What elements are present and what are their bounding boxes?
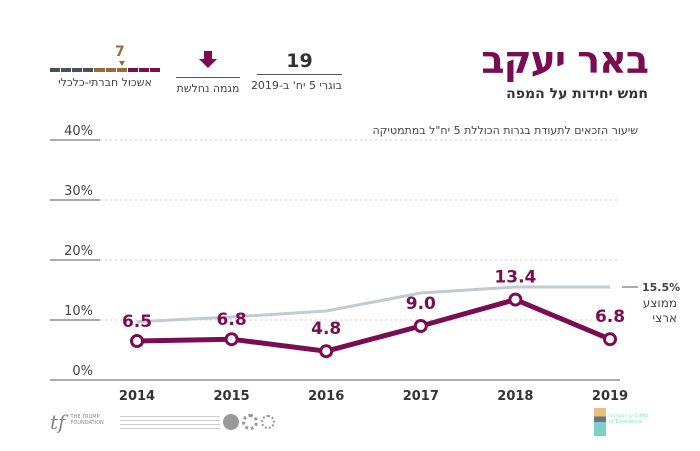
y-tick-label: 30%	[64, 184, 93, 199]
x-tick-label: 2015	[214, 389, 250, 404]
city-series-line	[136, 296, 611, 354]
data-label: 13.4	[494, 268, 536, 288]
data-label: 6.8	[217, 310, 247, 330]
y-tick-label: 10%	[64, 304, 93, 319]
cluster-segment	[50, 68, 61, 72]
arrow-down-icon	[199, 51, 217, 68]
data-point	[224, 332, 239, 347]
page-title: באר יעקב	[481, 38, 649, 82]
national-average-line	[136, 285, 610, 324]
trend-label: מגמה נחלשת	[176, 82, 240, 95]
y-tick-label: 0%	[72, 364, 93, 379]
cluster-stat: 7 אשכול חברתי-כלכלי	[50, 44, 160, 89]
data-point	[603, 332, 617, 347]
cluster-segment	[61, 68, 72, 72]
data-label: 6.8	[595, 307, 625, 327]
trump-foundation-logo: tf THE TRUMP FOUNDATION	[50, 410, 104, 434]
y-tick-label: 40%	[64, 124, 93, 139]
x-tick-label: 2018	[497, 389, 533, 404]
partner-logos	[120, 413, 275, 431]
x-tick-label: 2019	[592, 389, 628, 404]
cities-of-excellence-logo: ערי מצוינות Cities of Excellence	[594, 408, 649, 436]
cluster-segment	[94, 68, 105, 72]
data-label: 9.0	[406, 294, 436, 314]
trend-stat: מגמה נחלשת	[176, 50, 240, 95]
cluster-label: אשכול חברתי-כלכלי	[58, 76, 152, 89]
x-tick-label: 2017	[403, 389, 439, 404]
y-tick-label: 20%	[64, 244, 93, 259]
cluster-segment	[138, 68, 149, 72]
cluster-scale	[50, 68, 160, 72]
data-point	[508, 292, 523, 307]
cluster-segment	[116, 68, 127, 72]
data-label: 6.5	[122, 312, 152, 332]
cluster-segment	[105, 68, 116, 72]
cluster-segment	[83, 68, 94, 72]
national-legend-label: ממוצע	[643, 296, 677, 310]
graduates-stat: 19 בוגרי 5 יח' ב-2019	[250, 50, 342, 92]
cluster-value: 7	[115, 44, 125, 60]
cluster-segment	[127, 68, 138, 72]
national-legend-label: ארצי	[652, 311, 677, 325]
data-point	[130, 334, 144, 348]
graduates-label: בוגרי 5 יח' ב-2019	[250, 79, 342, 92]
data-label: 4.8	[311, 319, 341, 339]
data-point	[413, 319, 428, 333]
cluster-segment	[149, 68, 160, 72]
data-point	[319, 344, 334, 359]
x-tick-label: 2014	[119, 389, 155, 404]
chart-subtitle: שיעור הזכאים לתעודת בגרות הכוללת 5 יח"ל …	[372, 124, 639, 137]
cluster-marker-icon	[119, 61, 125, 66]
national-end-label: 15.5%	[642, 281, 680, 294]
page-subtitle: חמש יחידות על המפה	[506, 86, 648, 102]
x-tick-label: 2016	[308, 389, 344, 404]
graduates-value: 19	[286, 50, 313, 72]
cluster-segment	[72, 68, 83, 72]
